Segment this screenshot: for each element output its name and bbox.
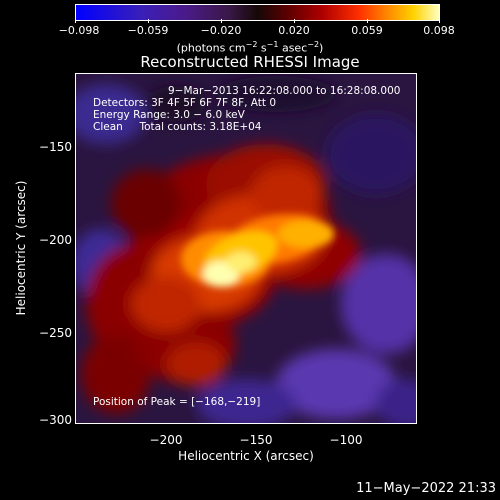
colorbar-tick-mark xyxy=(221,19,222,23)
y-tick-label: −250 xyxy=(39,326,72,340)
image-title: Reconstructed RHESSI Image xyxy=(140,53,360,71)
y-tick-label: −150 xyxy=(39,140,72,154)
colorbar-tick-label: 0.098 xyxy=(423,24,455,37)
colorbar-tick-label: −0.020 xyxy=(200,24,242,37)
colorbar-tick-mark xyxy=(148,19,149,23)
info-peak-position: Position of Peak = [−168,−219] xyxy=(93,396,261,408)
rhessi-image: 9−Mar−2013 16:22:08.000 to 16:28:08.000 … xyxy=(75,73,417,424)
x-axis-label: Heliocentric X (arcsec) xyxy=(178,449,314,463)
x-tick-label: −100 xyxy=(329,433,363,447)
y-tick-label: −200 xyxy=(39,233,72,247)
info-time-range: 9−Mar−2013 16:22:08.000 to 16:28:08.000 xyxy=(168,85,401,97)
colorbar xyxy=(75,4,440,21)
info-clean-counts: Clean Total counts: 3.18E+04 xyxy=(93,121,262,133)
colorbar-tick-label: 0.059 xyxy=(351,24,383,37)
colorbar-tick-label: −0.059 xyxy=(127,24,169,37)
x-tick-label: −200 xyxy=(149,433,183,447)
y-axis-label: Heliocentric Y (arcsec) xyxy=(14,180,28,316)
y-tick-label: −300 xyxy=(39,413,72,427)
info-energy-range: Energy Range: 3.0 − 6.0 keV xyxy=(93,109,245,121)
footer-timestamp: 11−May−2022 21:33 xyxy=(356,481,496,496)
colorbar-tick-mark xyxy=(75,19,76,23)
rhessi-image-svg xyxy=(76,74,416,423)
colorbar-tick-mark xyxy=(367,19,368,23)
info-detectors: Detectors: 3F 4F 5F 6F 7F 8F, Att 0 xyxy=(93,97,277,109)
colorbar-tick-mark xyxy=(439,19,440,23)
colorbar-tick-label: 0.020 xyxy=(278,24,310,37)
colorbar-tick-label: −0.098 xyxy=(58,24,100,37)
x-tick-label: −150 xyxy=(239,433,273,447)
colorbar-tick-mark xyxy=(294,19,295,23)
colorbar-units: (photons cm−2 s−1 asec−2) xyxy=(176,40,324,55)
